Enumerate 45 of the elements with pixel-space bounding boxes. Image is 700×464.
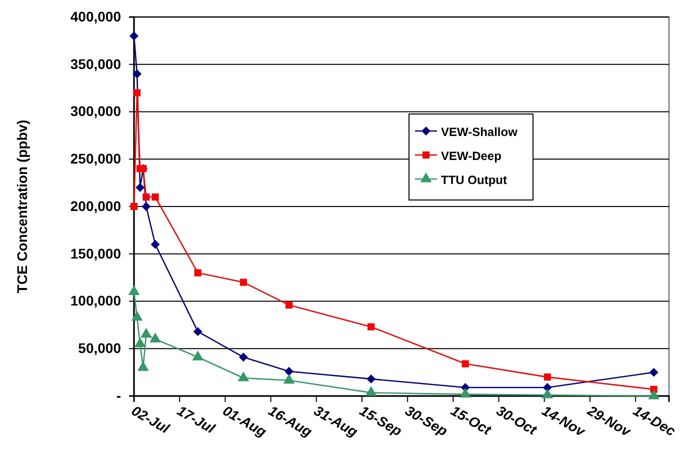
point — [649, 368, 658, 377]
point — [150, 332, 161, 342]
point — [285, 302, 293, 309]
legend-label: TTU Output — [441, 173, 507, 187]
point — [366, 374, 376, 384]
point — [130, 31, 138, 40]
point — [142, 193, 150, 201]
point — [648, 389, 660, 400]
point — [194, 269, 202, 276]
y-tick-label: 400,000 — [70, 8, 122, 24]
point — [544, 374, 551, 381]
point — [240, 278, 247, 286]
y-axis-title: TCE Concentration (ppbv) — [14, 120, 30, 294]
point — [460, 388, 471, 398]
point — [134, 89, 141, 96]
point — [150, 240, 160, 249]
legend-label: VEW-Deep — [441, 149, 502, 163]
point — [128, 285, 140, 296]
point — [193, 327, 202, 336]
y-tick-label: 100,000 — [70, 292, 122, 309]
point — [368, 323, 375, 330]
point — [365, 386, 377, 396]
point — [192, 350, 204, 360]
point — [462, 360, 469, 368]
point — [284, 366, 294, 376]
y-tick-label: - — [116, 387, 122, 404]
point — [238, 371, 250, 382]
y-tick-label: 200,000 — [70, 198, 122, 214]
point — [140, 328, 152, 338]
y-tick-label: 50,000 — [78, 340, 122, 356]
y-tick-label: 300,000 — [70, 103, 122, 120]
y-tick-label: 250,000 — [70, 150, 122, 167]
legend-label: VEW-Shallow — [441, 125, 518, 139]
point — [134, 337, 146, 348]
y-tick-label: 150,000 — [70, 245, 122, 262]
point — [131, 310, 143, 321]
point — [152, 193, 159, 201]
y-tick-label: 350,000 — [70, 56, 122, 72]
point — [283, 374, 295, 384]
point — [137, 361, 149, 371]
point — [136, 183, 145, 192]
point — [142, 202, 151, 211]
point — [238, 352, 248, 362]
point — [132, 69, 142, 78]
point — [542, 388, 554, 398]
